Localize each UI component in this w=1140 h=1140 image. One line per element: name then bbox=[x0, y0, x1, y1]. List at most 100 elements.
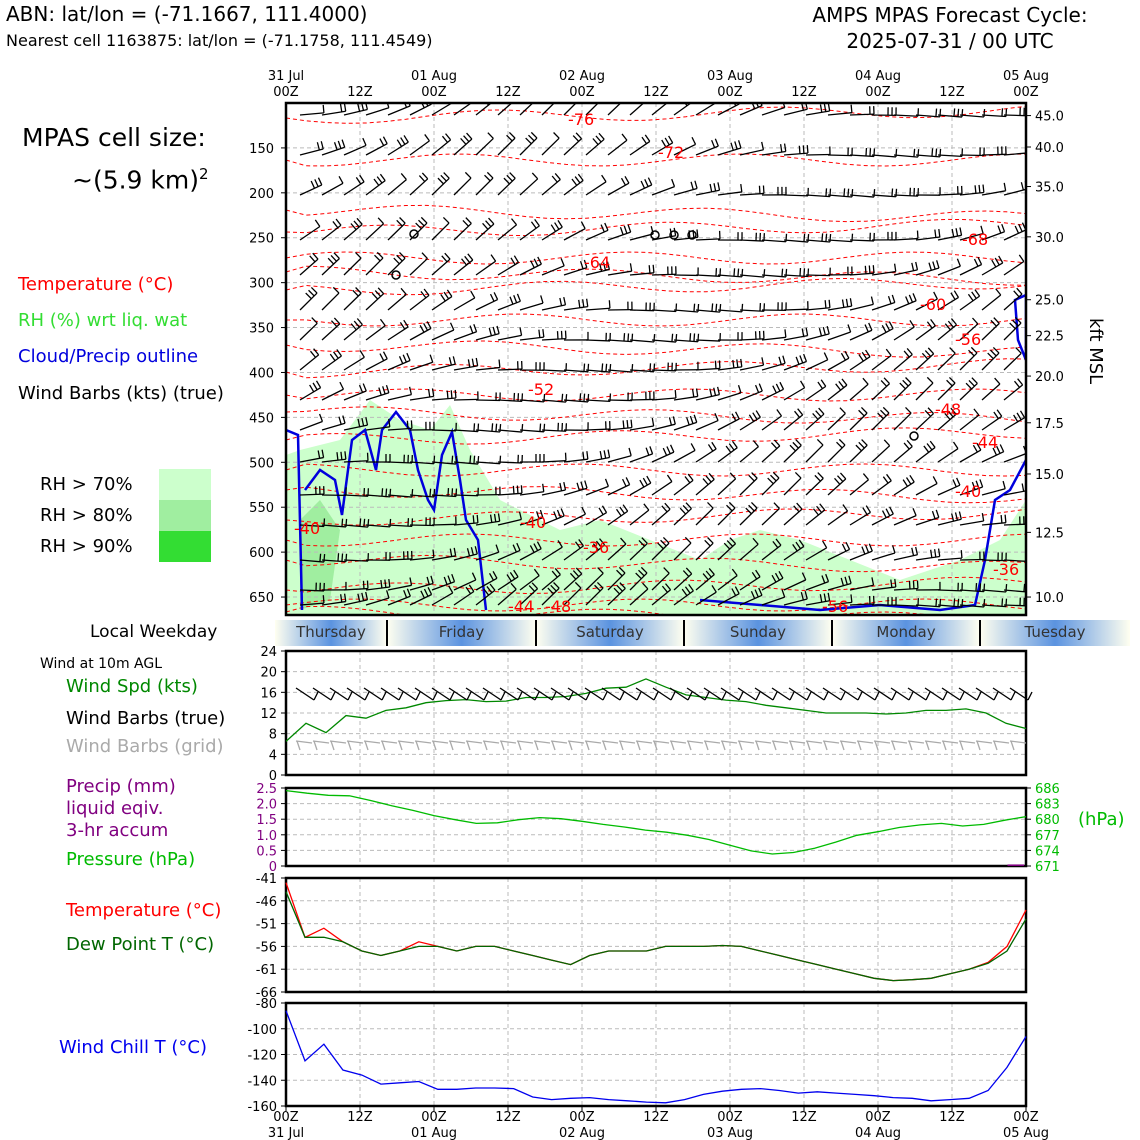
barb-staff bbox=[409, 494, 434, 498]
barb-staff bbox=[607, 139, 628, 156]
barb-flag bbox=[861, 351, 868, 360]
upper-wind-barb bbox=[783, 353, 808, 371]
barb-flag bbox=[997, 225, 1002, 234]
upper-wind-barb bbox=[739, 185, 765, 196]
barb-staff bbox=[871, 480, 892, 496]
upper-wind-barb bbox=[783, 539, 805, 561]
upper-wind-barb bbox=[541, 258, 565, 276]
barb-flag bbox=[353, 320, 360, 328]
barb-staff bbox=[873, 740, 891, 744]
barb-flag bbox=[337, 553, 340, 562]
barb-staff bbox=[981, 383, 1001, 401]
barb-flag bbox=[961, 109, 964, 118]
barb-staff bbox=[607, 455, 632, 463]
upper-wind-barb bbox=[761, 570, 784, 591]
barb-flag bbox=[489, 583, 496, 591]
upper-wind-barb bbox=[409, 575, 434, 591]
cell-size-line2: ~(5.9 km)2 bbox=[22, 156, 209, 198]
barb-flag bbox=[617, 95, 623, 101]
upper-wind-barb bbox=[827, 298, 853, 311]
barb-flag bbox=[944, 323, 951, 331]
temp-contour-label: -40 bbox=[955, 482, 981, 501]
barb-staff bbox=[893, 412, 912, 431]
upper-wind-barb bbox=[761, 589, 786, 606]
weekday-name: Tuesday bbox=[1023, 623, 1085, 641]
barb-staff bbox=[739, 338, 765, 341]
barb-flag bbox=[447, 575, 452, 584]
barb-staff bbox=[299, 225, 321, 241]
barb-flag bbox=[534, 691, 540, 701]
barb-staff bbox=[465, 687, 485, 701]
barb-flag bbox=[1013, 290, 1020, 298]
upper-wind-barb bbox=[321, 252, 340, 276]
barb-flag bbox=[935, 108, 938, 117]
upper-wind-barb bbox=[321, 218, 342, 241]
barb-staff bbox=[937, 154, 962, 157]
barb-flag bbox=[377, 287, 385, 295]
barb-flag bbox=[418, 175, 426, 182]
barb-flag bbox=[798, 145, 801, 154]
barb-staff bbox=[387, 524, 412, 527]
barb-staff bbox=[849, 479, 869, 496]
barb-staff bbox=[915, 236, 940, 241]
temp-contour-label: -56 bbox=[960, 89, 986, 108]
sfc-wind-barb bbox=[703, 687, 727, 701]
barb-staff bbox=[431, 592, 454, 606]
barb-flag bbox=[311, 317, 318, 324]
barb-flag bbox=[666, 474, 673, 482]
top-time-label: 12Z bbox=[643, 85, 669, 100]
barb-flag bbox=[748, 504, 755, 512]
kft-tick-label: 20.0 bbox=[1035, 370, 1064, 385]
top-time-label: 12Z bbox=[939, 85, 965, 100]
barb-staff bbox=[873, 687, 893, 701]
barb-flag bbox=[721, 740, 726, 751]
barb-staff bbox=[431, 103, 453, 116]
temp-contour-label: -72 bbox=[658, 143, 684, 162]
barb-staff bbox=[1009, 687, 1029, 701]
barb-flag bbox=[465, 217, 472, 224]
upper-wind-barb bbox=[299, 219, 321, 241]
barb-flag bbox=[978, 184, 981, 193]
temperature-contour bbox=[286, 218, 1026, 237]
barb-flag bbox=[868, 265, 871, 274]
barb-flag bbox=[646, 475, 652, 484]
grid-wind-barb bbox=[533, 740, 551, 751]
grid-wind-barb bbox=[550, 740, 568, 751]
barb-flag bbox=[881, 510, 887, 518]
upper-wind-barb bbox=[849, 377, 869, 401]
barb-flag bbox=[905, 377, 912, 384]
barb-staff bbox=[959, 114, 984, 118]
upper-wind-barb bbox=[453, 546, 478, 561]
barb-flag bbox=[469, 325, 474, 334]
barb-flag bbox=[751, 103, 756, 110]
barb-staff bbox=[387, 584, 412, 591]
upper-wind-barb bbox=[783, 380, 806, 401]
upper-wind-barb bbox=[321, 487, 347, 496]
barb-staff bbox=[607, 270, 632, 276]
barb-flag bbox=[627, 224, 632, 233]
barb-staff bbox=[771, 740, 789, 744]
upper-wind-barb bbox=[717, 537, 737, 561]
upper-wind-barb bbox=[805, 325, 830, 341]
barb-flag bbox=[451, 488, 454, 497]
upper-wind-barb bbox=[629, 582, 649, 606]
barb-staff bbox=[607, 543, 627, 561]
barb-flag bbox=[772, 691, 778, 701]
barb-flag bbox=[355, 287, 362, 294]
weekday-cell bbox=[684, 620, 832, 646]
barb-flag bbox=[330, 255, 338, 262]
upper-wind-barb bbox=[629, 177, 653, 196]
upper-wind-barb bbox=[959, 184, 985, 196]
upper-wind-barb bbox=[585, 505, 608, 526]
barb-flag bbox=[364, 740, 369, 751]
barb-flag bbox=[529, 95, 534, 101]
upper-wind-barb bbox=[607, 224, 632, 241]
upper-wind-barb bbox=[343, 251, 362, 276]
barb-flag bbox=[309, 255, 316, 263]
upper-wind-barb bbox=[1003, 583, 1026, 593]
grid-wind-barb bbox=[856, 740, 874, 751]
barb-flag bbox=[613, 587, 621, 595]
pressure-label: Pressure (hPa) bbox=[66, 849, 196, 870]
barb-flag bbox=[623, 333, 626, 342]
upper-wind-barb bbox=[607, 504, 629, 526]
